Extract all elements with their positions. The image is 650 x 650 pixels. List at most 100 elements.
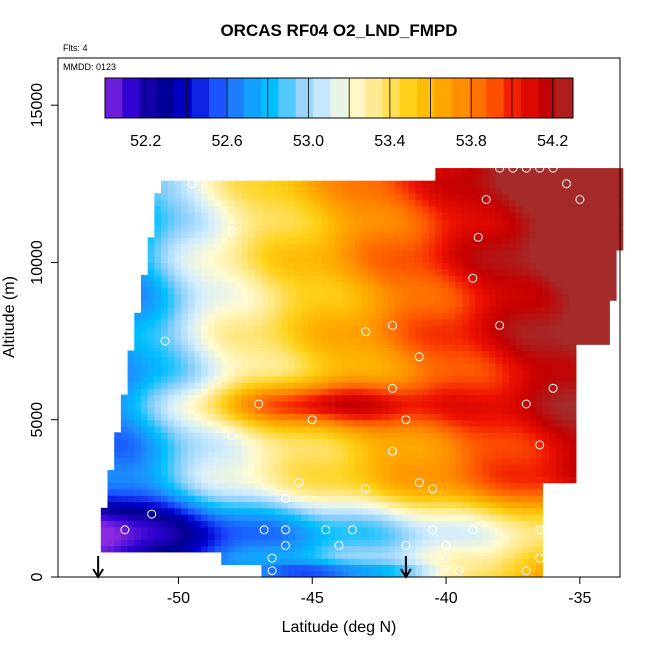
heatmap-cell — [294, 199, 303, 207]
heatmap-cell — [488, 438, 497, 446]
heatmap-cell — [582, 331, 590, 339]
heatmap-cell — [535, 205, 543, 213]
heatmap-cell — [421, 312, 430, 320]
heatmap-cell — [187, 237, 196, 245]
heatmap-cell — [241, 419, 249, 427]
heatmap-cell — [515, 300, 523, 308]
heatmap-cell — [361, 482, 370, 490]
heatmap-cell — [395, 570, 403, 578]
heatmap-cell — [455, 224, 463, 232]
heatmap-cell — [361, 570, 370, 578]
heatmap-cell — [348, 444, 356, 452]
heatmap-cell — [214, 457, 222, 465]
heatmap-cell — [495, 488, 503, 496]
heatmap-cell — [401, 413, 410, 421]
heatmap-cell — [462, 564, 470, 572]
heatmap-cell — [555, 287, 564, 295]
heatmap-cell — [555, 193, 564, 201]
heatmap-cell — [140, 482, 149, 490]
heatmap-cell — [288, 306, 296, 314]
heatmap-cell — [207, 344, 216, 352]
heatmap-cell — [234, 413, 242, 421]
heatmap-cell — [254, 501, 262, 509]
heatmap-cell — [435, 488, 443, 496]
heatmap-cell — [549, 476, 557, 484]
heatmap-cell — [508, 419, 517, 427]
heatmap-cell — [395, 532, 403, 540]
heatmap-cell — [167, 388, 176, 396]
heatmap-cell — [328, 312, 336, 320]
heatmap-cell — [375, 551, 383, 559]
heatmap-cell — [181, 312, 189, 320]
heatmap-cell — [341, 218, 349, 226]
heatmap-cell — [241, 256, 249, 264]
heatmap-cell — [508, 180, 517, 188]
heatmap-cell — [147, 495, 155, 503]
heatmap-cell — [147, 507, 155, 515]
heatmap-cell — [328, 287, 336, 295]
heatmap-cell — [475, 564, 483, 572]
heatmap-cell — [455, 407, 463, 415]
heatmap-cell — [254, 545, 262, 553]
heatmap-cell — [127, 495, 135, 503]
heatmap-cell — [495, 413, 503, 421]
heatmap-cell — [475, 482, 483, 490]
heatmap-cell — [207, 463, 216, 471]
heatmap-cell — [535, 476, 543, 484]
heatmap-cell — [261, 488, 269, 496]
heatmap-cell — [154, 249, 162, 257]
sample-point — [307, 415, 317, 425]
heatmap-cell — [281, 539, 289, 547]
heatmap-cell — [421, 287, 430, 295]
heatmap-cell — [502, 350, 510, 358]
heatmap-cell — [421, 350, 430, 358]
heatmap-cell — [194, 224, 202, 232]
heatmap-cell — [147, 256, 155, 264]
heatmap-cell — [475, 369, 483, 377]
heatmap-cell — [254, 413, 262, 421]
heatmap-cell — [355, 501, 363, 509]
heatmap-cell — [348, 218, 356, 226]
heatmap-cell — [107, 488, 115, 496]
heatmap-cell — [355, 426, 363, 433]
heatmap-cell — [368, 451, 376, 459]
heatmap-cell — [361, 319, 370, 326]
heatmap-cell — [341, 306, 349, 314]
heatmap-cell — [361, 526, 370, 534]
heatmap-cell — [529, 388, 537, 396]
heatmap-cell — [154, 438, 162, 446]
heatmap-cell — [187, 381, 196, 389]
heatmap-cell — [595, 287, 604, 295]
heatmap-cell — [194, 514, 202, 521]
heatmap-cell — [408, 451, 416, 459]
heatmap-cell — [368, 551, 376, 559]
heatmap-cell — [334, 514, 343, 521]
sample-point — [267, 553, 277, 563]
heatmap-cell — [221, 319, 229, 326]
heatmap-cell — [415, 231, 423, 238]
heatmap-cell — [140, 306, 149, 314]
heatmap-cell — [248, 350, 256, 358]
heatmap-cell — [421, 564, 430, 572]
heatmap-cell — [589, 243, 597, 251]
heatmap-cell — [401, 407, 410, 415]
heatmap-cell — [522, 174, 530, 182]
heatmap-cell — [562, 268, 570, 276]
heatmap-cell — [562, 205, 570, 213]
heatmap-cell — [455, 180, 463, 188]
heatmap-cell — [308, 551, 316, 559]
heatmap-cell — [569, 407, 577, 415]
heatmap-cell — [575, 249, 584, 257]
heatmap-cell — [120, 413, 129, 421]
heatmap-cell — [421, 558, 430, 566]
heatmap-cell — [127, 369, 135, 377]
heatmap-cell — [468, 407, 477, 415]
heatmap-cell — [435, 168, 443, 175]
heatmap-cell — [161, 545, 169, 553]
heatmap-cell — [194, 438, 202, 446]
heatmap-cell — [462, 400, 470, 408]
heatmap-cell — [468, 400, 477, 408]
heatmap-cell — [328, 507, 336, 515]
heatmap-cell — [355, 388, 363, 396]
heatmap-cell — [502, 186, 510, 194]
